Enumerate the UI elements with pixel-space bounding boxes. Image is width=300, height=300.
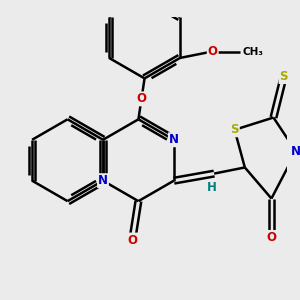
Text: S: S [280,70,288,83]
Text: CH₃: CH₃ [242,47,263,57]
Text: H: H [207,182,217,194]
Text: S: S [230,123,239,136]
Text: O: O [127,233,137,247]
Text: O: O [266,231,276,244]
Text: N: N [169,133,179,146]
Text: N: N [98,174,108,187]
Text: N: N [291,145,300,158]
Text: O: O [208,45,218,58]
Text: O: O [136,92,146,105]
